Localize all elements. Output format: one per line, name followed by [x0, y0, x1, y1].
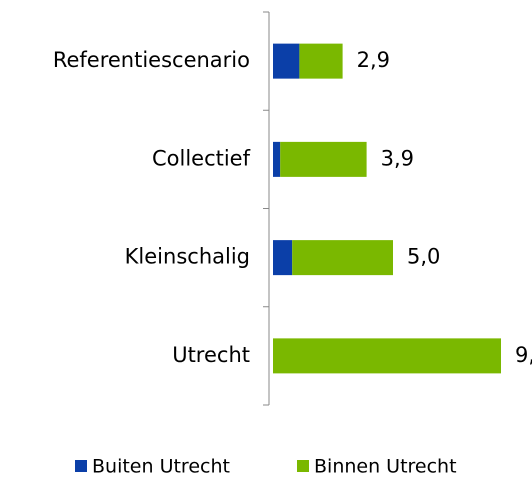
bar-segment	[273, 43, 300, 79]
category-label: Utrecht	[172, 343, 250, 367]
bar-segment	[273, 141, 281, 177]
bar-segment	[292, 240, 393, 276]
total-label: 3,9	[381, 146, 414, 170]
total-label: 9,5	[515, 343, 532, 367]
bar-segment	[273, 240, 293, 276]
bar-segment	[299, 43, 343, 79]
legend-label: Binnen Utrecht	[314, 456, 457, 478]
category-label: Referentiescenario	[53, 48, 250, 72]
total-label: 5,0	[407, 245, 440, 269]
legend-swatch	[297, 460, 309, 472]
total-label: 2,9	[357, 48, 390, 72]
category-label: Kleinschalig	[125, 245, 250, 269]
legend-swatch	[75, 460, 87, 472]
bar-segment	[273, 338, 501, 374]
bar-segment	[280, 141, 367, 177]
category-label: Collectief	[152, 146, 251, 170]
legend-label: Buiten Utrecht	[92, 456, 230, 478]
